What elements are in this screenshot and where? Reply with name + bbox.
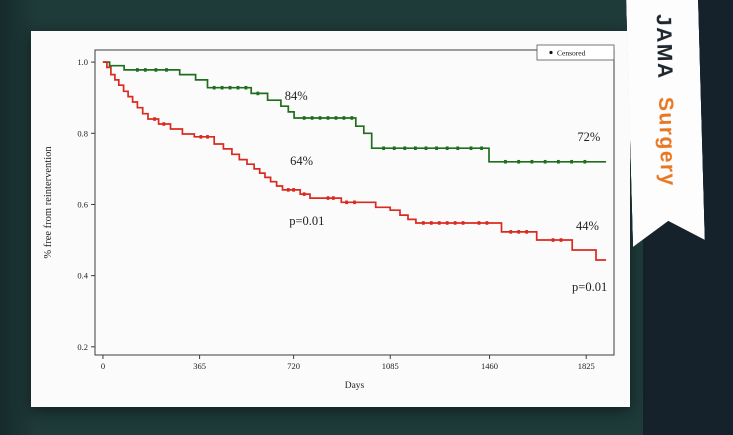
censor-mark <box>437 221 441 225</box>
y-tick-label: 0.8 <box>77 128 88 138</box>
censor-mark <box>153 117 156 121</box>
y-tick-label: 1.0 <box>77 57 88 67</box>
annotation-label: 64% <box>290 154 313 168</box>
censor-mark <box>228 85 232 90</box>
censor-mark <box>326 116 330 120</box>
censor-mark <box>480 146 484 151</box>
censor-mark <box>461 221 465 225</box>
censor-mark <box>445 146 449 151</box>
ribbon-surgery-label: Surgery <box>653 96 680 187</box>
censor-mark <box>199 135 203 139</box>
censor-mark <box>310 116 314 120</box>
annotation-label: p=0.01 <box>289 214 324 228</box>
censor-mark <box>551 238 555 242</box>
y-axis-title: % free from reintervention <box>43 146 54 259</box>
censor-mark <box>469 146 473 151</box>
censor-mark <box>453 221 457 225</box>
censor-mark <box>517 230 521 234</box>
annotation-label: 44% <box>576 219 599 233</box>
censor-mark <box>302 192 306 196</box>
censor-mark <box>154 68 158 72</box>
censor-mark <box>530 159 534 164</box>
censor-mark <box>517 159 521 164</box>
censor-mark <box>392 146 396 151</box>
censor-mark <box>403 146 407 151</box>
censor-mark <box>477 221 481 225</box>
ribbon-text: JAMA Surgery <box>650 0 681 246</box>
annotation-label: p=0.01 <box>572 280 607 294</box>
censor-mark <box>220 85 224 90</box>
y-tick-label: 0.4 <box>77 271 88 281</box>
x-tick-label: 1460 <box>481 361 498 371</box>
censor-mark <box>212 85 216 90</box>
censor-mark <box>504 159 507 164</box>
censor-mark <box>525 230 529 234</box>
y-tick-label: 0.2 <box>77 342 88 352</box>
censor-mark <box>292 188 295 192</box>
x-axis-title: Days <box>345 381 365 391</box>
jama-surgery-ribbon: JAMA Surgery <box>626 0 705 247</box>
censor-mark <box>570 159 574 164</box>
figure-slide: 0 365 720 1085 1460 1825 0.2 0.4 0.6 0.8 1.0 Days % … <box>31 31 630 407</box>
censor-mark <box>382 146 386 151</box>
legend-censored-marker-icon <box>549 50 553 55</box>
censor-mark <box>414 146 417 151</box>
y-axis: 0.2 0.4 0.6 0.8 1.0 <box>77 57 95 352</box>
censor-mark <box>509 230 513 234</box>
censor-mark <box>162 122 166 126</box>
censor-mark <box>143 68 147 72</box>
km-curve-upper-green <box>102 61 607 163</box>
y-tick-label: 0.6 <box>77 199 88 209</box>
censor-mark <box>353 200 356 205</box>
legend: Censored <box>536 44 615 61</box>
censor-mark <box>485 221 489 225</box>
ribbon-jama-label: JAMA <box>651 13 677 80</box>
censor-mark <box>326 196 330 200</box>
annotations: 84% 72% 64% p=0.01 44% p=0.01 <box>285 89 607 294</box>
censor-mark <box>424 146 428 151</box>
censor-mark <box>583 159 587 164</box>
annotation-label: 84% <box>285 89 308 103</box>
censor-mark <box>421 221 425 225</box>
series-lower-red <box>102 61 607 261</box>
censor-mark <box>556 159 560 164</box>
censor-mark <box>165 68 168 72</box>
censor-mark <box>286 188 290 192</box>
censor-mark <box>559 238 563 242</box>
censor-mark <box>206 135 209 139</box>
censor-mark <box>135 68 139 72</box>
censor-mark <box>435 146 438 151</box>
censor-mark <box>236 85 240 90</box>
censor-mark <box>345 200 348 205</box>
censor-mark <box>456 146 460 151</box>
x-tick-label: 1825 <box>578 361 595 371</box>
censor-mark <box>256 91 260 96</box>
legend-censored-label: Censored <box>557 49 586 58</box>
censor-mark <box>331 196 335 200</box>
x-tick-label: 720 <box>287 361 300 371</box>
censor-mark <box>318 116 322 120</box>
x-tick-label: 365 <box>193 361 206 371</box>
annotation-label: 72% <box>577 130 600 144</box>
censor-mark <box>350 116 354 120</box>
x-tick-label: 0 <box>101 361 105 371</box>
x-tick-label: 1085 <box>382 361 399 371</box>
censor-mark <box>543 159 547 164</box>
km-plot-svg: 0 365 720 1085 1460 1825 0.2 0.4 0.6 0.8 1.0 Days % … <box>43 44 615 391</box>
x-axis: 0 365 720 1085 1460 1825 <box>101 355 595 371</box>
censor-mark <box>244 85 248 90</box>
censor-mark <box>445 221 449 225</box>
km-curve-lower-red <box>102 61 607 261</box>
censor-mark <box>342 116 346 120</box>
series-upper-green <box>102 61 607 164</box>
censor-mark <box>429 221 433 225</box>
plot-frame <box>94 49 615 356</box>
censor-mark <box>334 116 338 120</box>
censor-mark <box>302 116 306 120</box>
